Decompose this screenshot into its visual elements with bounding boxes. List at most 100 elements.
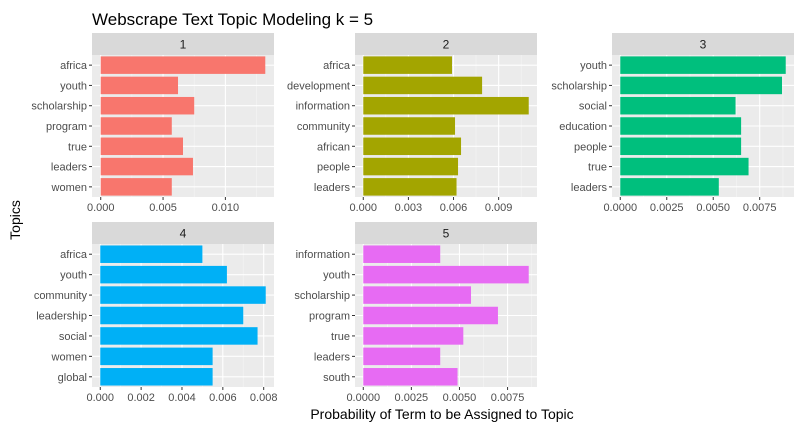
y-tick-label: africa (60, 60, 88, 72)
y-tick-label: true (588, 162, 607, 174)
facet-strip (355, 222, 537, 244)
bar-4-africa (100, 245, 203, 263)
y-tick-label: africa (323, 60, 351, 72)
bar-5-youth (363, 265, 529, 284)
facet-panels: 1 0.000 0.005 0.010 africa youth scholarship pr… (31, 33, 794, 404)
y-tick-label: youth (60, 270, 87, 282)
y-tick-label: youth (323, 270, 350, 282)
facet-strip (92, 33, 274, 55)
bar-2-development (363, 76, 483, 95)
bar-4-social (100, 327, 258, 345)
bar-2-africa (363, 56, 453, 74)
x-tick-label: 0.010 (212, 202, 240, 214)
x-tick-label: 0.0000 (346, 392, 380, 404)
facet-strip (92, 222, 274, 244)
bar-4-leadership (100, 306, 244, 325)
facet-strip-label: 4 (180, 227, 187, 241)
x-tick-label: 0.009 (485, 202, 513, 214)
y-tick-label: development (287, 80, 350, 92)
bar-2-information (363, 96, 529, 115)
y-tick-label: scholarship (551, 80, 607, 92)
bar-5-information (363, 245, 441, 263)
y-tick-label: leaders (314, 182, 351, 194)
y-tick-label: program (46, 121, 87, 133)
y-tick-label: youth (60, 80, 87, 92)
x-tick-label: 0.0050 (443, 392, 477, 404)
bar-5-true (363, 327, 464, 345)
bar-3-youth (620, 56, 786, 74)
y-tick-label: true (68, 141, 87, 153)
y-tick-label: social (59, 331, 87, 343)
y-tick-label: people (574, 141, 607, 153)
facet-panel-3: 3 0.0000 0.0025 0.0050 0.0075 youth scholarshi… (551, 33, 794, 214)
x-tick-label: 0.0000 (603, 202, 637, 214)
bar-4-women (100, 347, 213, 366)
y-tick-label: information (296, 101, 350, 113)
y-tick-label: community (297, 121, 351, 133)
y-tick-label: true (331, 331, 350, 343)
facet-strip-label: 1 (180, 38, 187, 52)
bar-1-true (100, 137, 183, 156)
bar-5-leaders (363, 347, 441, 366)
bar-4-youth (100, 265, 227, 284)
x-tick-label: 0.000 (350, 202, 378, 214)
bar-3-education (620, 117, 742, 135)
x-tick-label: 0.000 (87, 202, 115, 214)
facet-strip-label: 5 (443, 227, 450, 241)
bar-2-african (363, 137, 462, 156)
bar-1-program (100, 117, 172, 135)
x-tick-label: 0.0075 (491, 392, 525, 404)
y-axis-title: Topics (7, 200, 23, 240)
y-tick-label: scholarship (294, 290, 350, 302)
bar-1-leaders (100, 157, 193, 176)
bar-2-community (363, 117, 456, 135)
x-tick-label: 0.006 (209, 392, 237, 404)
bar-4-community (100, 286, 266, 304)
y-tick-label: global (58, 372, 87, 384)
y-tick-label: community (34, 290, 88, 302)
x-tick-label: 0.002 (127, 392, 155, 404)
y-tick-label: program (309, 311, 350, 323)
facet-strip-label: 3 (700, 38, 707, 52)
chart-title: Webscrape Text Topic Modeling k = 5 (92, 10, 373, 29)
facet-strip-label: 2 (443, 38, 450, 52)
x-tick-label: 0.004 (168, 392, 196, 404)
bar-3-people (620, 137, 742, 156)
bar-3-scholarship (620, 76, 783, 95)
y-tick-label: social (579, 101, 607, 113)
y-tick-label: leaders (314, 351, 351, 363)
y-tick-label: youth (580, 60, 607, 72)
x-tick-label: 0.005 (149, 202, 177, 214)
bar-3-true (620, 157, 749, 176)
y-tick-label: african (317, 141, 350, 153)
bar-5-south (363, 368, 458, 386)
x-tick-label: 0.008 (250, 392, 278, 404)
y-tick-label: leaders (571, 182, 608, 194)
y-tick-label: leaders (51, 162, 88, 174)
x-tick-label: 0.0025 (395, 392, 429, 404)
y-tick-label: information (296, 249, 350, 261)
y-tick-label: leadership (36, 311, 87, 323)
y-tick-label: women (51, 182, 87, 194)
facet-panel-5: 5 0.0000 0.0025 0.0050 0.0075 information yout… (294, 222, 537, 404)
bar-3-social (620, 96, 736, 115)
bar-2-people (363, 157, 459, 176)
bar-1-youth (100, 76, 179, 95)
x-tick-label: 0.000 (87, 392, 115, 404)
facet-panel-4: 4 0.000 0.002 0.004 0.006 0.008 africa youth com… (34, 222, 278, 404)
y-tick-label: scholarship (31, 101, 87, 113)
x-tick-label: 0.006 (440, 202, 468, 214)
y-tick-label: women (51, 351, 87, 363)
facet-strip (612, 33, 794, 55)
x-tick-label: 0.003 (395, 202, 423, 214)
bar-4-global (100, 368, 213, 386)
y-tick-label: africa (60, 249, 88, 261)
y-tick-label: education (559, 121, 607, 133)
bar-5-scholarship (363, 286, 472, 304)
facet-strip (355, 33, 537, 55)
bar-1-women (100, 178, 172, 196)
bar-5-program (363, 306, 498, 325)
y-tick-label: south (323, 372, 350, 384)
bar-3-leaders (620, 178, 719, 196)
x-tick-label: 0.0050 (696, 202, 730, 214)
